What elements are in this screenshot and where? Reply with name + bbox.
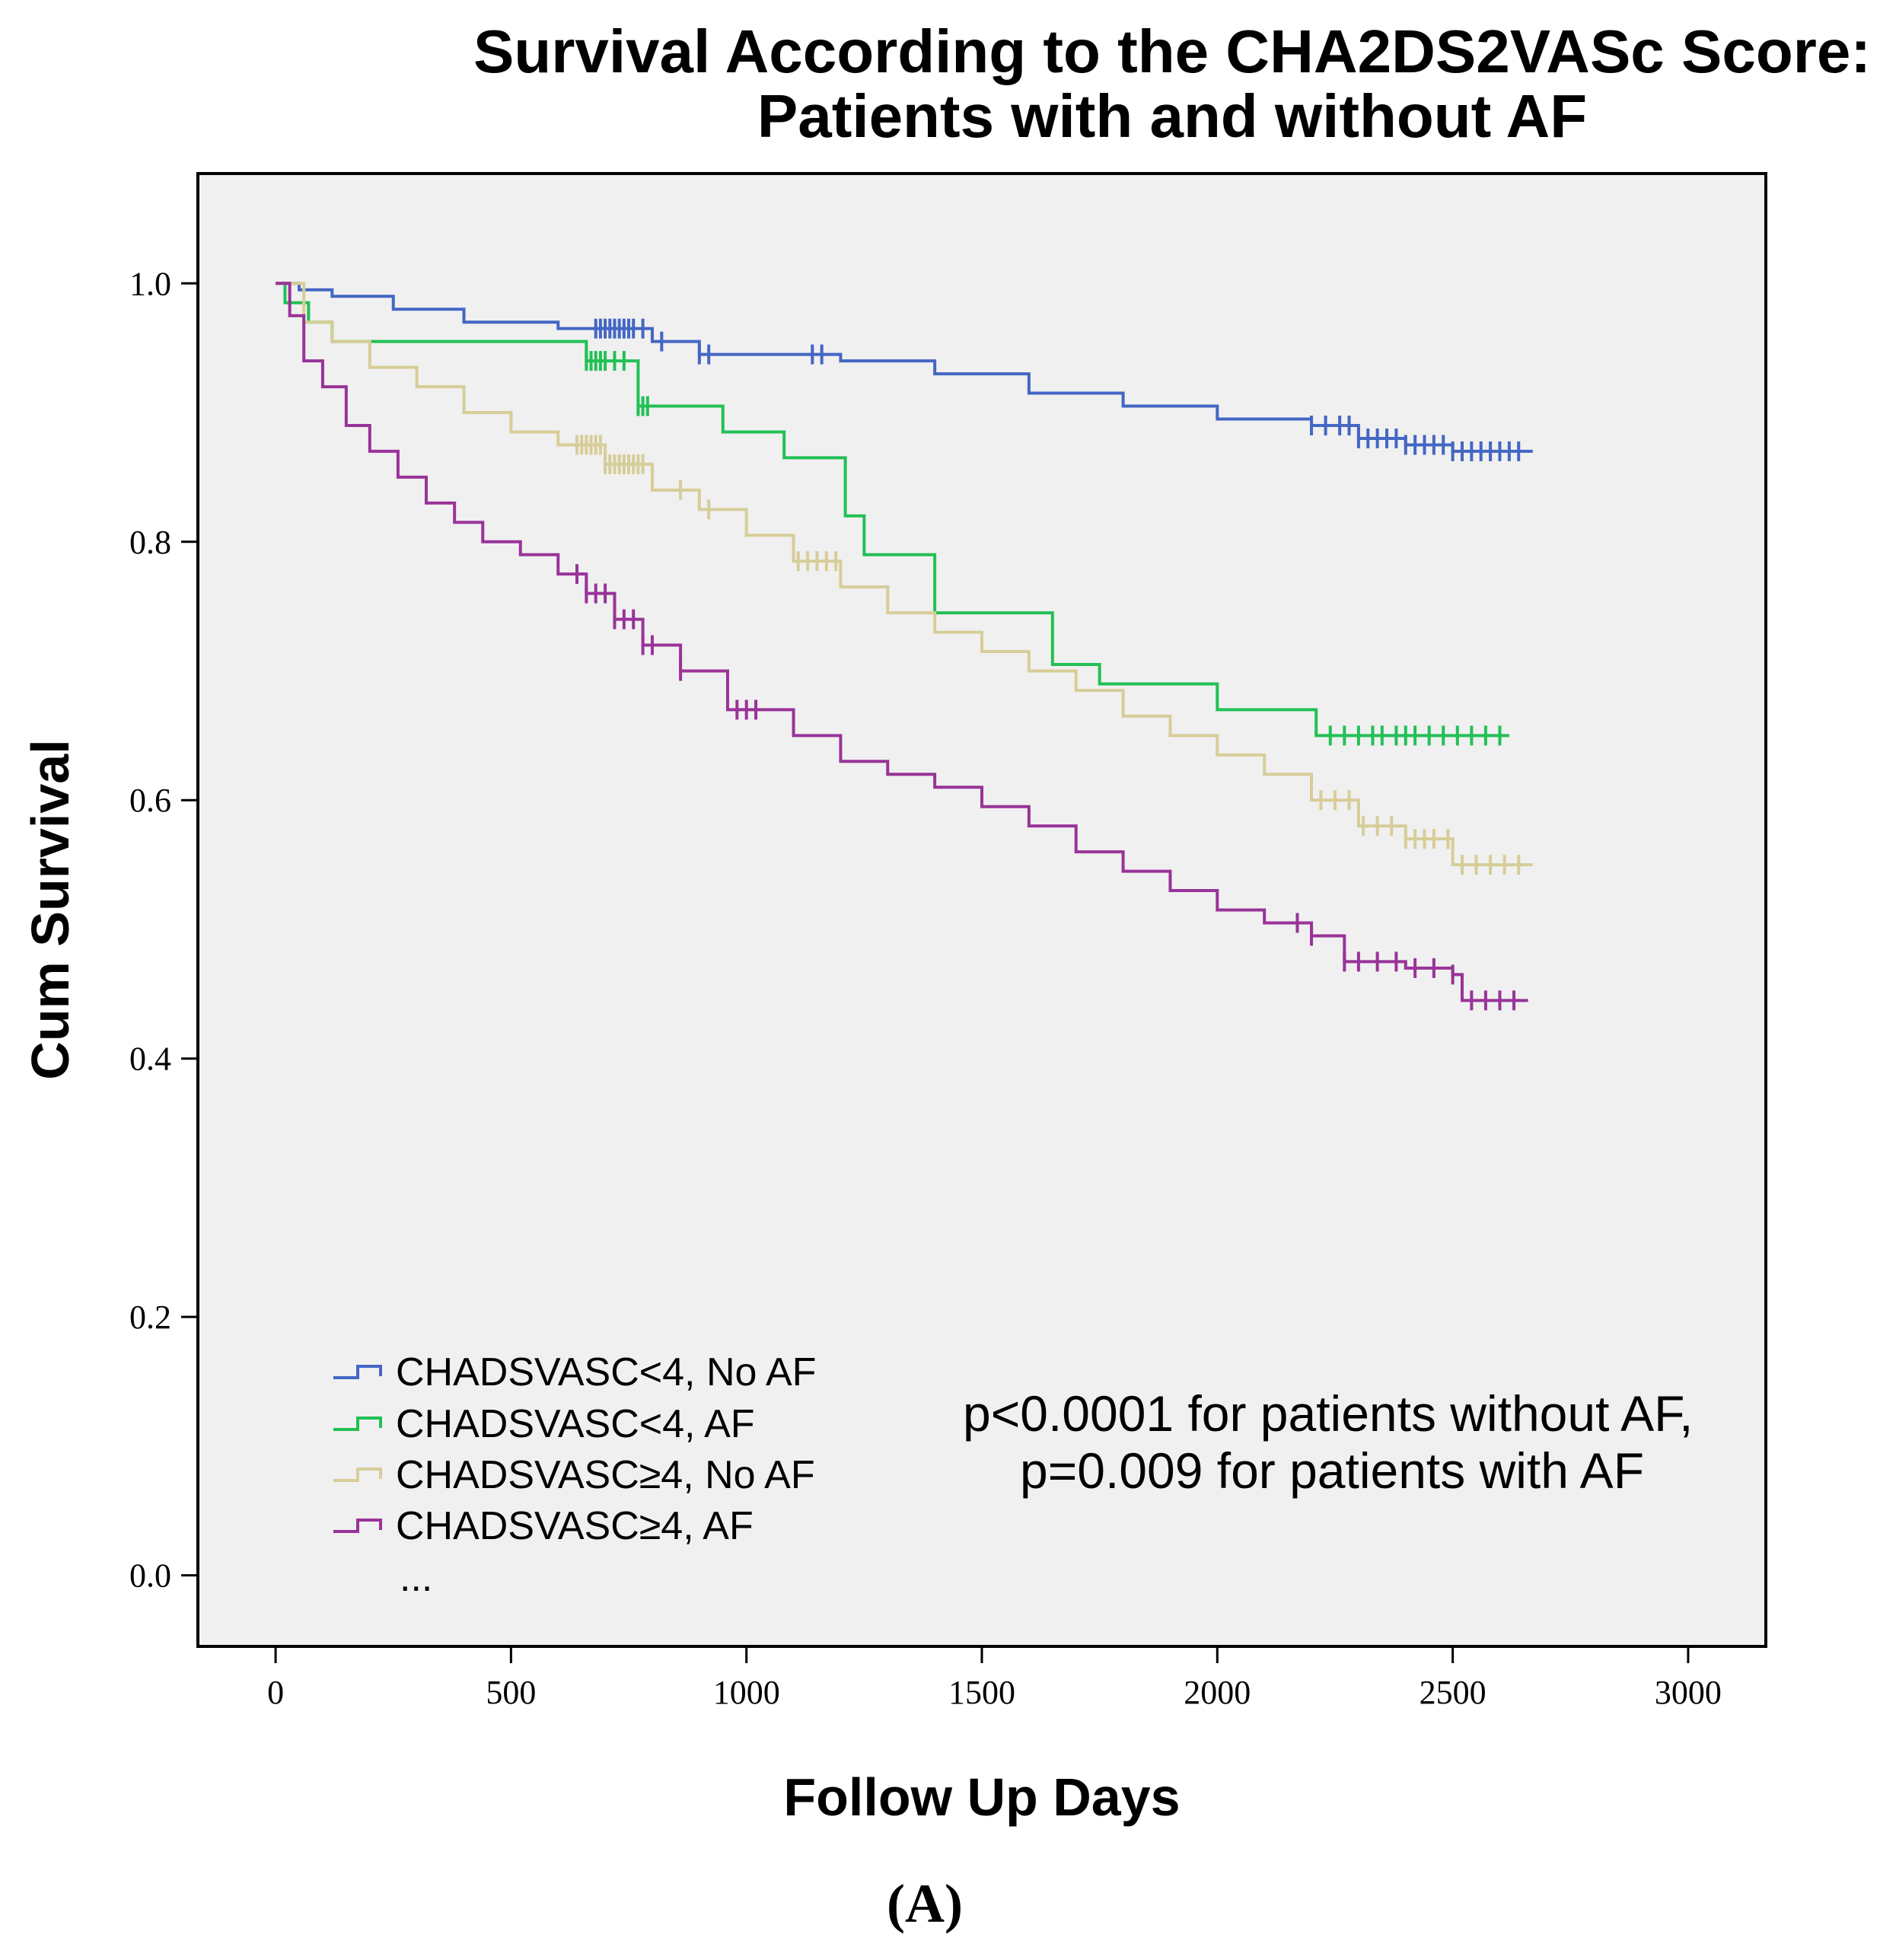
y-axis-title: Cum Survival	[21, 739, 80, 1079]
y-tick-label: 0.4	[129, 1041, 171, 1078]
legend-label-0: CHADSVASC<4, No AF	[396, 1350, 816, 1394]
series-line-3	[276, 282, 1528, 1002]
chart-title-line-2: Patients with and without AF	[757, 82, 1587, 150]
legend-swatch-1	[333, 1417, 382, 1431]
annotation-line-1: p<0.0001 for patients without AF,	[963, 1385, 1693, 1442]
series-line-2	[276, 282, 1533, 867]
x-axis-title: Follow Up Days	[783, 1767, 1180, 1827]
legend-label-3: CHADSVASC≥4, AF	[396, 1504, 754, 1548]
y-axis: 0.0 0.2 0.4 0.6 0.8 1.0	[129, 265, 198, 1595]
chart-title-line-1: Survival According to the CHA2DS2VASc Sc…	[473, 18, 1871, 85]
plot-area	[196, 172, 1767, 1648]
x-tick-label: 500	[486, 1674, 536, 1711]
legend-label-1: CHADSVASC<4, AF	[396, 1402, 755, 1446]
legend-swatch-2	[333, 1468, 382, 1482]
figure-caption: (A)	[887, 1873, 963, 1934]
y-tick-label: 0.2	[129, 1299, 171, 1336]
survival-curves	[276, 282, 1533, 1011]
y-tick-label: 1.0	[129, 265, 171, 302]
legend-label-2: CHADSVASC≥4, No AF	[396, 1453, 815, 1497]
x-tick-label: 0	[267, 1674, 284, 1711]
legend: CHADSVASC<4, No AF CHADSVASC<4, AF CHADS…	[333, 1350, 816, 1600]
annotation-line-2: p=0.009 for patients with AF	[1020, 1442, 1644, 1499]
x-tick-label: 1000	[713, 1674, 780, 1711]
x-tick-label: 3000	[1655, 1674, 1722, 1711]
x-tick-label: 1500	[948, 1674, 1015, 1711]
legend-swatch-0	[333, 1365, 382, 1379]
y-tick-label: 0.8	[129, 524, 171, 561]
legend-ellipsis: ...	[400, 1556, 432, 1600]
legend-swatch-3	[333, 1519, 382, 1533]
x-axis: 0 500 1000 1500 2000 2500 3000	[267, 1646, 1722, 1711]
y-tick-label: 0.0	[129, 1557, 171, 1595]
x-tick-label: 2000	[1184, 1674, 1251, 1711]
x-tick-label: 2500	[1420, 1674, 1486, 1711]
y-tick-label: 0.6	[129, 782, 171, 819]
